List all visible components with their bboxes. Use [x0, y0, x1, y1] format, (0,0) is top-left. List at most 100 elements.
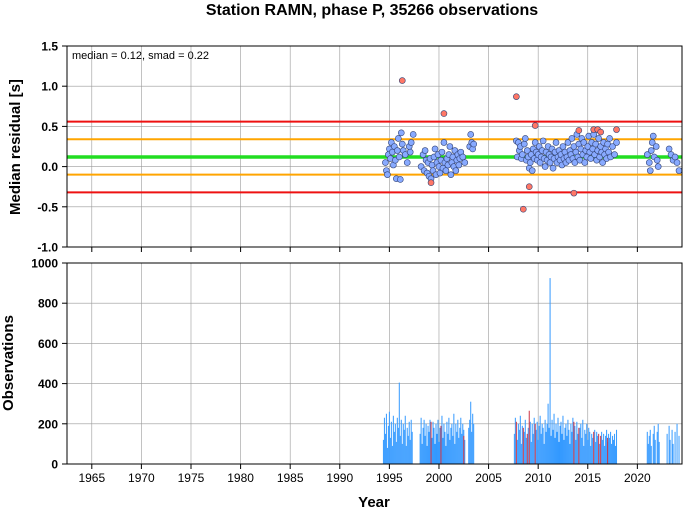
residual-point	[396, 176, 404, 183]
residual-point	[599, 159, 606, 166]
y-tick-label: 800	[38, 297, 58, 311]
observation-bar	[605, 435, 607, 464]
observation-bar	[589, 431, 591, 464]
y-tick-label: 1.5	[41, 40, 58, 54]
residual-point	[518, 151, 526, 158]
y-tick-label: 0.0	[41, 160, 58, 174]
residual-annotation: median = 0.12, smad = 0.22	[72, 50, 209, 62]
residual-point	[523, 147, 531, 154]
observation-bar	[455, 423, 457, 464]
observation-bar	[534, 423, 536, 464]
observation-bar	[442, 437, 444, 464]
residual-point	[431, 145, 439, 153]
observation-bar	[648, 435, 650, 464]
observation-bar	[527, 427, 529, 464]
observation-bar	[400, 419, 402, 464]
observation-bar	[405, 445, 407, 464]
residual-point	[531, 139, 539, 146]
observation-bar	[538, 425, 540, 464]
observation-bar	[583, 445, 585, 464]
residual-point	[647, 147, 655, 154]
y-tick-label: 200	[38, 417, 58, 431]
observation-bar	[454, 443, 456, 464]
observation-bar	[521, 425, 523, 464]
observation-bar	[561, 433, 563, 464]
observation-bar	[554, 437, 556, 464]
observation-bar	[566, 435, 568, 464]
observation-bar	[599, 443, 601, 464]
observation-bar	[464, 439, 466, 464]
observation-bar	[451, 423, 453, 464]
observation-bar	[519, 415, 521, 464]
residual-point	[675, 167, 683, 174]
residual-point	[421, 147, 429, 154]
observation-bar	[396, 417, 398, 464]
residual-point	[646, 167, 654, 174]
residual-point	[406, 148, 414, 156]
residual-point	[384, 171, 391, 178]
residual-point	[442, 167, 450, 174]
observation-bar	[473, 423, 475, 464]
residual-point	[513, 93, 520, 100]
observation-bar	[399, 435, 401, 464]
observation-bar	[555, 423, 557, 464]
observation-bar	[582, 419, 584, 464]
residual-point	[568, 135, 576, 142]
observation-bar	[567, 419, 569, 464]
residual-point	[580, 139, 588, 146]
observation-bar	[445, 445, 447, 464]
observation-bar	[669, 439, 671, 464]
observation-bar	[453, 413, 455, 464]
observation-bar	[470, 401, 472, 464]
observation-bar	[392, 415, 394, 464]
observation-bar	[389, 437, 391, 464]
residual-point	[564, 139, 572, 146]
observation-bar	[657, 423, 659, 464]
observation-bar	[472, 413, 474, 464]
observation-bar	[387, 425, 389, 464]
observation-bar	[612, 435, 614, 464]
observation-bar	[614, 433, 616, 464]
observation-bar	[393, 431, 395, 464]
y-tick-label: 1000	[31, 257, 58, 271]
observation-bar	[463, 435, 465, 464]
observation-bar	[558, 441, 560, 464]
observation-bar	[565, 423, 567, 464]
observation-bar	[431, 437, 433, 464]
observation-bar	[523, 431, 525, 464]
residual-point	[645, 159, 653, 166]
observation-bar	[436, 433, 438, 464]
observation-bar	[672, 443, 674, 464]
x-tick-label: 1975	[178, 471, 205, 485]
observation-bar	[671, 429, 673, 464]
observation-bar	[404, 415, 406, 464]
residual-point	[581, 159, 589, 166]
observation-bar	[668, 425, 670, 464]
observation-bar	[517, 423, 519, 464]
observation-bar	[423, 419, 425, 464]
observation-bar	[678, 435, 680, 464]
observation-bar	[576, 421, 578, 464]
residual-point	[440, 110, 448, 117]
observation-bar	[394, 423, 396, 464]
observation-bar	[421, 443, 423, 464]
observation-bar	[458, 437, 460, 464]
observation-bar	[452, 435, 454, 464]
observation-bar	[440, 425, 442, 464]
residual-panel: -1.0 -0.5 0.0 0.5 1.0 1.5 median = 0.12, smad…	[7, 40, 683, 255]
observation-bar	[388, 411, 390, 464]
observation-bar	[443, 423, 445, 464]
observation-bar	[586, 423, 588, 464]
residual-point	[461, 159, 469, 166]
observation-bar	[533, 417, 535, 464]
observation-bar	[460, 417, 462, 464]
observation-bar	[666, 433, 668, 464]
observation-bar	[549, 278, 551, 464]
y-tick-label: -0.5	[37, 200, 58, 214]
residual-point	[597, 128, 604, 136]
residual-point	[654, 163, 662, 170]
observation-bar	[422, 427, 424, 464]
observation-bar	[596, 431, 598, 464]
residual-point	[459, 153, 467, 161]
